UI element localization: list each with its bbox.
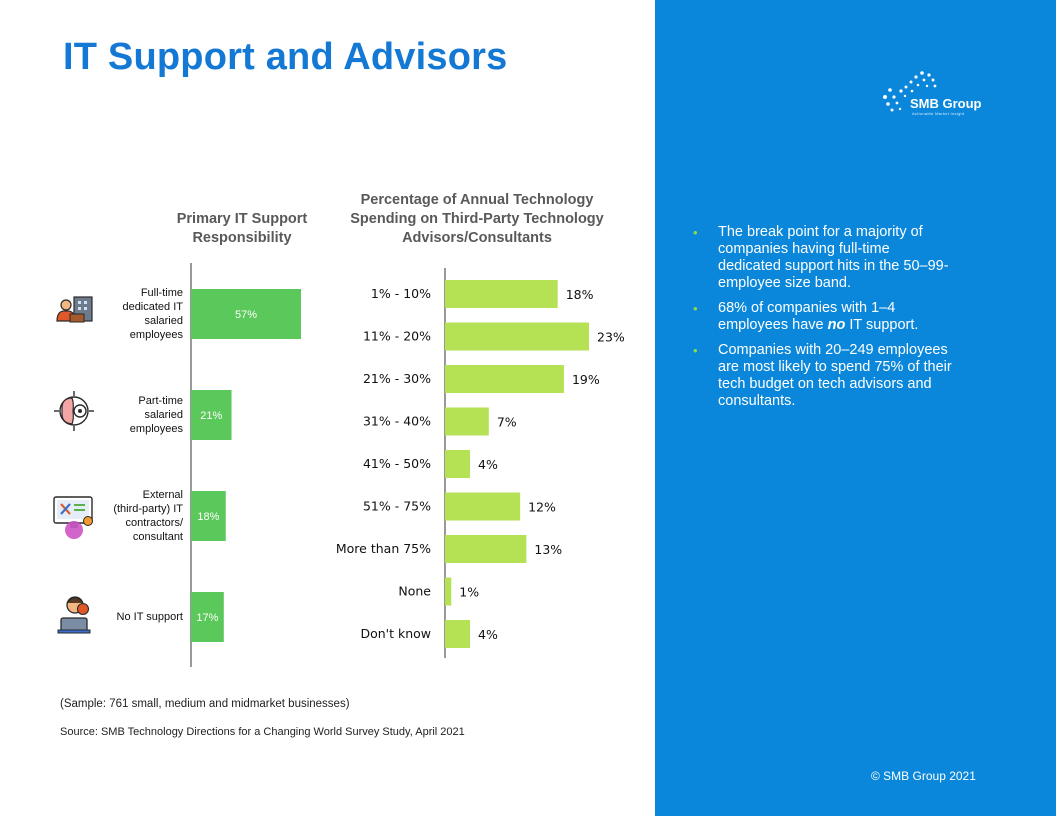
right-bar-value-label: 4% (478, 457, 498, 472)
left-category-label: No IT support (93, 610, 183, 624)
finding-text-end: IT support. (845, 317, 919, 333)
finding-text-start: 68% of companies with 1–4 employees have (718, 300, 896, 333)
left-category-line: employees (129, 329, 183, 341)
left-category-line: No IT support (116, 611, 183, 623)
right-bar-value-label: 12% (528, 500, 556, 515)
bullet-icon: • (693, 301, 698, 316)
right-bar-value-label: 18% (566, 287, 594, 302)
left-bar-value-label: 57% (235, 309, 257, 321)
right-category-label: 1% - 10% (371, 286, 431, 301)
monitor-tools-icon (53, 496, 93, 539)
left-category-line: salaried (144, 409, 183, 421)
finding-item: • The break point for a majority of compa… (693, 224, 955, 292)
right-bar (445, 620, 471, 648)
bullet-icon: • (693, 225, 698, 240)
left-category-line: dedicated IT (122, 301, 183, 313)
right-category-label: 41% - 50% (363, 456, 431, 471)
support-agent-icon (57, 596, 91, 634)
left-category-line: Full-time (140, 287, 183, 299)
right-bar (445, 322, 589, 351)
left-bar-value-label: 21% (200, 410, 222, 422)
left-category-line: employees (129, 423, 183, 435)
left-category-line: (third-party) IT (113, 503, 183, 515)
left-category-label: Part-time salaried employees (93, 394, 183, 436)
right-bar-value-label: 13% (534, 542, 562, 557)
right-bar (445, 280, 558, 308)
left-category-line: salaried (144, 315, 183, 327)
right-category-label: 21% - 30% (363, 371, 431, 386)
right-category-label: 11% - 20% (363, 329, 431, 344)
left-bar (191, 289, 301, 339)
right-bar (445, 450, 471, 478)
source-note: Source: SMB Technology Directions for a … (60, 726, 465, 738)
left-category-label: External (third-party) IT contractors/cons… (93, 488, 183, 544)
finding-text: Companies with 20–249 employees are most… (718, 342, 952, 409)
office-worker-icon (56, 296, 93, 323)
left-category-line: contractors/ (125, 517, 183, 529)
right-bar (445, 492, 521, 521)
logo-tagline: Actionable Market Insight (912, 111, 965, 116)
finding-text: The break point for a majority of compan… (718, 224, 949, 291)
left-bar-value-label: 17% (196, 612, 218, 624)
key-findings-list: • The break point for a majority of compa… (693, 224, 955, 418)
brain-gear-icon (54, 391, 94, 431)
bullet-icon: • (693, 343, 698, 358)
left-category-line: Part-time (138, 395, 183, 407)
logo-name: SMB Group (910, 96, 982, 111)
left-bar (191, 390, 232, 440)
right-category-label: 31% - 40% (363, 414, 431, 429)
copyright: © SMB Group 2021 (871, 769, 976, 783)
right-category-label: None (398, 584, 431, 599)
right-bar-value-label: 23% (597, 330, 625, 345)
right-bar-value-label: 7% (497, 415, 517, 430)
right-bar (445, 365, 564, 393)
left-category-line: consultant (132, 531, 183, 543)
sample-note: (Sample: 761 small, medium and midmarket… (60, 698, 350, 710)
left-bar (191, 592, 224, 642)
right-bar-value-label: 19% (572, 372, 600, 387)
right-bar (445, 407, 489, 436)
right-bar (445, 577, 452, 606)
right-bar-value-label: 1% (459, 585, 479, 600)
left-bar (191, 491, 226, 541)
finding-item: • Companies with 20–249 employees are mos… (693, 342, 955, 410)
left-chart-title: Primary IT Support Responsibility (176, 211, 308, 246)
finding-emphasis: no (827, 317, 846, 333)
page-title: IT Support and Advisors (63, 36, 508, 78)
side-panel (655, 0, 1056, 816)
finding-item: • 68% of companies with 1–4 employees hav… (693, 300, 955, 334)
left-bar-value-label: 18% (197, 511, 219, 523)
right-bar (445, 535, 527, 563)
left-category-label: Full-time dedicated IT salaried employees (93, 286, 183, 342)
right-category-label: Don't know (360, 626, 431, 641)
left-category-line: External (142, 489, 183, 501)
bar-charts: 57% 21% 18% 17% 1% - 10% 18% 11% - 20% 23% 21% -… (53, 263, 625, 667)
smb-logo-icon (883, 71, 937, 112)
right-category-label: More than 75% (336, 541, 431, 556)
right-chart-title: Percentage of Annual Technology Spending… (350, 192, 604, 246)
right-bar-value-label: 4% (478, 627, 498, 642)
right-category-label: 51% - 75% (363, 499, 431, 514)
